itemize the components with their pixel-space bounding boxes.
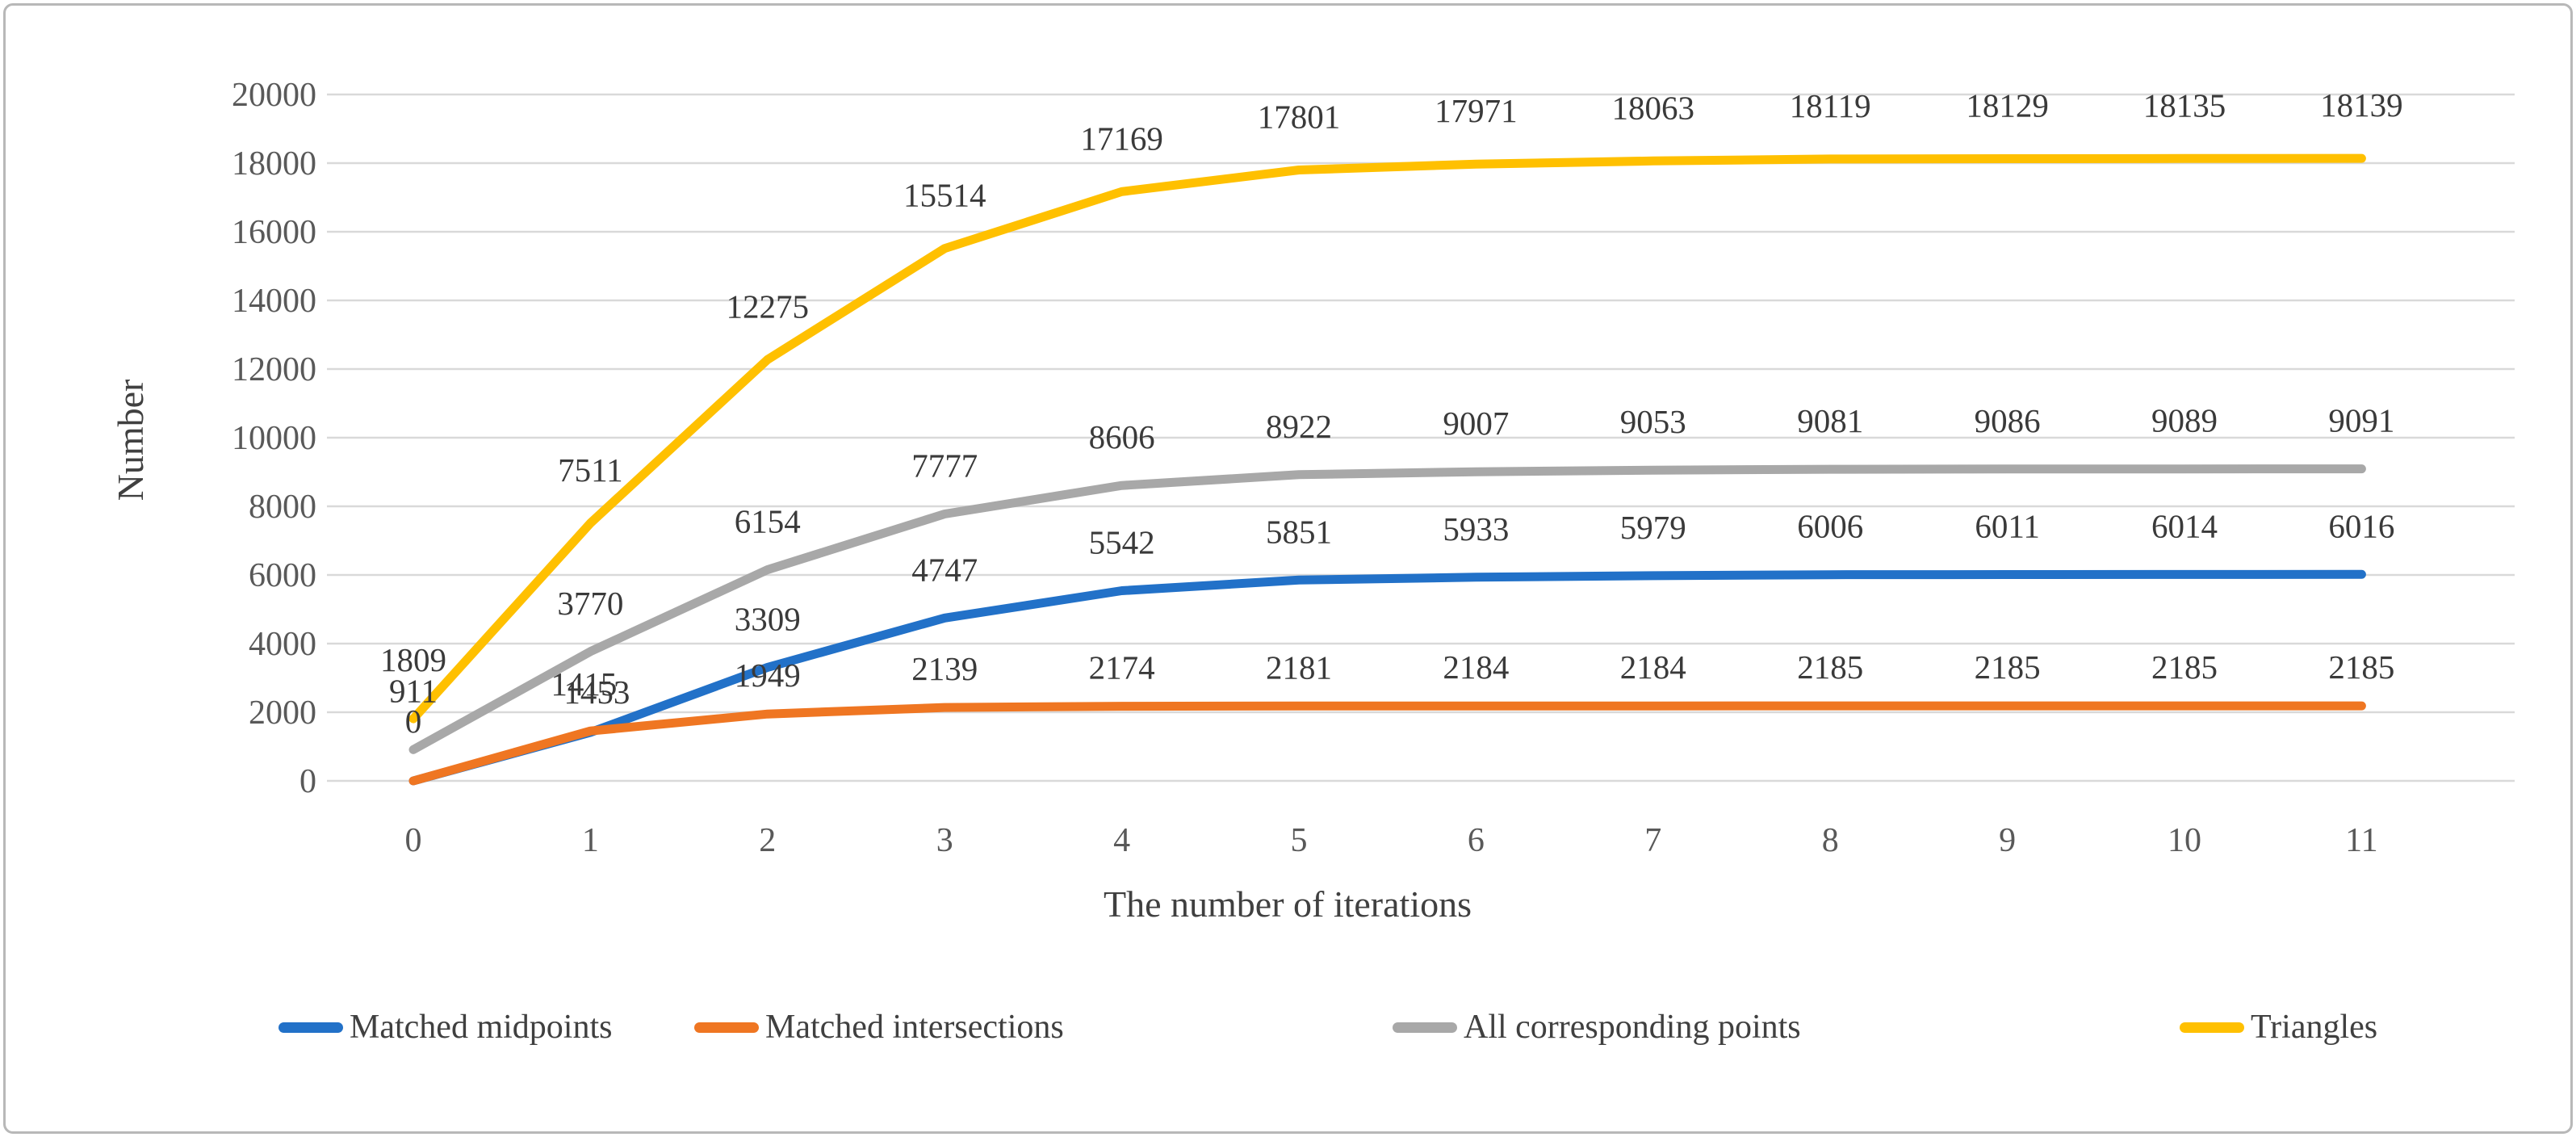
x-tick-label: 7 <box>1644 822 1661 859</box>
x-tick-label: 9 <box>1999 822 2016 859</box>
data-label-matched-midpoints: 5542 <box>1089 523 1155 560</box>
all-corresponding-points-line-swatch <box>1393 1022 1457 1033</box>
data-label-all-corresponding-points: 9007 <box>1443 405 1509 442</box>
legend-label: All corresponding points <box>1464 1009 1801 1046</box>
data-label-matched-midpoints: 0 <box>405 703 422 740</box>
data-label-triangles: 18129 <box>1966 87 2049 124</box>
data-label-all-corresponding-points: 911 <box>389 672 438 709</box>
series-line-all-corresponding-points <box>408 464 2366 754</box>
data-label-all-corresponding-points: 3770 <box>557 585 623 622</box>
x-tick-label: 3 <box>936 822 953 859</box>
y-tick-label: 0 <box>299 763 316 800</box>
y-tick-label: 18000 <box>232 145 316 183</box>
data-label-matched-midpoints: 3309 <box>735 600 801 637</box>
data-label-all-corresponding-points: 9086 <box>1975 402 2041 439</box>
data-label-matched-intersections: 2184 <box>1443 648 1509 686</box>
y-tick-label: 20000 <box>232 77 316 114</box>
y-tick-label: 4000 <box>249 626 316 663</box>
data-label-matched-intersections: 1949 <box>735 657 801 694</box>
data-label-all-corresponding-points: 6154 <box>735 502 801 539</box>
y-tick-label: 14000 <box>232 283 316 320</box>
data-label-all-corresponding-points: 8922 <box>1266 408 1332 445</box>
data-label-triangles: 18139 <box>2320 86 2403 124</box>
x-tick-label: 0 <box>405 822 422 859</box>
data-label-matched-midpoints: 6016 <box>2328 507 2394 544</box>
y-tick-label: 6000 <box>249 557 316 594</box>
data-label-triangles: 12275 <box>727 287 810 325</box>
series-line-triangles <box>408 153 2366 724</box>
data-label-matched-midpoints: 6006 <box>1797 508 1863 545</box>
series-line-matched-intersections <box>408 701 2366 786</box>
x-tick-label: 1 <box>582 822 599 859</box>
data-label-matched-intersections: 1453 <box>563 673 630 711</box>
x-tick-label: 2 <box>759 822 776 859</box>
x-tick-label: 11 <box>2345 822 2377 859</box>
legend-label: Matched midpoints <box>350 1009 613 1046</box>
triangles-line-swatch <box>2180 1022 2244 1033</box>
legend-item-matched-midpoints: Matched midpoints <box>279 1006 612 1048</box>
x-axis-title: The number of iterations <box>1103 883 1472 925</box>
data-label-all-corresponding-points: 7777 <box>911 447 978 484</box>
y-tick-label: 16000 <box>232 214 316 251</box>
y-axis-title: Number <box>110 379 151 501</box>
data-label-matched-midpoints: 4747 <box>911 551 978 588</box>
data-label-triangles: 17169 <box>1080 120 1163 157</box>
data-label-all-corresponding-points: 9091 <box>2328 402 2394 439</box>
data-label-matched-intersections: 2185 <box>2151 648 2218 686</box>
x-tick-label: 6 <box>1468 822 1485 859</box>
y-tick-label: 12000 <box>232 351 316 388</box>
data-label-matched-intersections: 2185 <box>2328 648 2394 686</box>
y-tick-label: 8000 <box>249 489 316 526</box>
data-label-all-corresponding-points: 9053 <box>1620 403 1686 440</box>
data-label-matched-midpoints: 1415 <box>551 665 617 703</box>
data-label-matched-midpoints: 5851 <box>1266 513 1332 550</box>
legend-label: Triangles <box>2251 1009 2378 1046</box>
legend-item-matched-intersections: Matched intersections <box>694 1006 1064 1048</box>
data-label-triangles: 17801 <box>1258 98 1341 135</box>
legend-item-all-corresponding-points: All corresponding points <box>1393 1006 1801 1048</box>
data-label-all-corresponding-points: 8606 <box>1089 418 1155 455</box>
data-label-matched-intersections: 2139 <box>911 650 978 687</box>
data-label-matched-midpoints: 5979 <box>1620 509 1686 546</box>
data-label-matched-midpoints: 6014 <box>2151 507 2218 544</box>
data-label-matched-midpoints: 6011 <box>1975 508 2039 545</box>
data-label-triangles: 1809 <box>380 641 446 678</box>
x-tick-label: 8 <box>1822 822 1839 859</box>
y-tick-label: 2000 <box>249 694 316 732</box>
x-tick-label: 4 <box>1113 822 1130 859</box>
data-label-triangles: 18063 <box>1612 89 1695 126</box>
y-tick-label: 10000 <box>232 420 316 457</box>
data-label-triangles: 18135 <box>2143 86 2226 124</box>
data-label-matched-intersections: 2185 <box>1797 648 1863 686</box>
data-label-triangles: 17971 <box>1435 92 1518 129</box>
data-label-matched-midpoints: 5933 <box>1443 510 1509 548</box>
matched-midpoints-line-swatch <box>279 1022 343 1033</box>
data-label-matched-intersections: 2185 <box>1975 648 2041 686</box>
data-label-all-corresponding-points: 9089 <box>2151 402 2218 439</box>
data-label-all-corresponding-points: 9081 <box>1797 402 1863 439</box>
legend: Matched midpoints Matched intersections … <box>0 1006 2576 1055</box>
matched-intersections-line-swatch <box>694 1022 759 1033</box>
data-label-matched-intersections: 2184 <box>1620 648 1686 686</box>
data-label-matched-intersections: 2174 <box>1089 649 1155 686</box>
legend-label: Matched intersections <box>765 1009 1064 1046</box>
data-label-triangles: 18119 <box>1790 87 1871 124</box>
x-tick-label: 10 <box>2168 822 2201 859</box>
data-label-triangles: 7511 <box>558 451 622 489</box>
legend-item-triangles: Triangles <box>2180 1006 2377 1048</box>
x-tick-label: 5 <box>1291 822 1308 859</box>
data-label-triangles: 15514 <box>903 177 986 214</box>
data-label-matched-intersections: 2181 <box>1266 648 1332 686</box>
series-line-matched-midpoints <box>408 569 2366 786</box>
